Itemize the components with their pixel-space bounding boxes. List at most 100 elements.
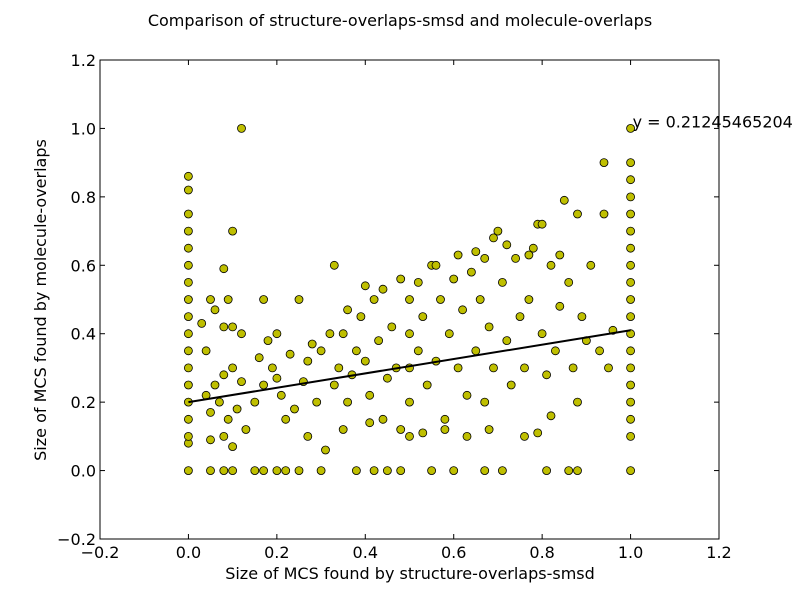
data-point (206, 435, 215, 445)
data-point (183, 329, 193, 339)
data-point (290, 404, 299, 414)
data-point (183, 171, 193, 181)
data-point (480, 397, 490, 407)
points-layer (183, 123, 635, 476)
x-tick-label: 1.2 (706, 543, 731, 562)
data-point (183, 243, 193, 253)
data-point (626, 123, 635, 133)
x-axis-label: Size of MCS found by structure-overlaps-… (225, 564, 595, 583)
data-point (206, 466, 215, 476)
data-point (183, 295, 193, 304)
data-point (626, 380, 635, 390)
data-point (285, 349, 295, 359)
data-point (444, 329, 454, 339)
data-point (206, 407, 215, 417)
y-tick-label: 1.0 (71, 119, 96, 138)
data-point (259, 380, 269, 390)
data-point (489, 363, 498, 373)
data-point (219, 264, 229, 274)
data-point (396, 274, 406, 284)
data-point (542, 466, 551, 476)
data-point (480, 466, 490, 476)
data-point (626, 277, 635, 287)
data-point (365, 390, 375, 400)
y-tick-label: 0.8 (71, 188, 96, 207)
data-point (343, 305, 353, 315)
data-point (440, 414, 450, 424)
data-point (418, 428, 428, 438)
data-point (626, 466, 635, 476)
data-point (183, 380, 193, 390)
data-point (568, 363, 578, 373)
data-point (321, 445, 330, 455)
data-point (223, 414, 233, 424)
data-point (378, 414, 388, 424)
data-point (573, 209, 582, 219)
data-point (533, 428, 543, 438)
data-point (626, 431, 635, 441)
data-point (183, 312, 193, 322)
data-point (228, 466, 238, 476)
data-point (462, 431, 472, 441)
data-point (493, 226, 503, 236)
data-point (551, 346, 560, 356)
data-point (626, 363, 635, 373)
data-point (183, 346, 193, 356)
data-point (210, 305, 220, 315)
data-point (537, 329, 547, 339)
y-tick-label: 0.4 (71, 325, 96, 344)
data-point (520, 363, 529, 373)
data-point (555, 250, 565, 260)
data-point (520, 431, 529, 441)
data-point (626, 346, 635, 356)
data-point (422, 380, 432, 390)
data-point (334, 363, 344, 373)
data-point (272, 466, 282, 476)
data-point (183, 466, 193, 476)
data-point (325, 329, 335, 339)
data-point (436, 295, 445, 304)
data-point (564, 466, 574, 476)
data-point (303, 431, 313, 441)
data-point (228, 322, 238, 332)
x-tick-label: 0.6 (441, 543, 466, 562)
data-point (382, 373, 392, 383)
data-point (197, 318, 207, 328)
data-point (369, 466, 379, 476)
data-point (462, 390, 472, 400)
data-point (219, 466, 229, 476)
data-point (405, 329, 414, 339)
data-point (343, 397, 353, 407)
plot-frame (99, 59, 720, 540)
data-point (502, 336, 512, 346)
y-tick-label: 0.2 (71, 393, 96, 412)
data-point (405, 397, 414, 407)
data-point (555, 301, 565, 311)
data-point (626, 243, 635, 253)
data-point (515, 312, 525, 322)
data-point (413, 277, 423, 287)
data-point (272, 373, 282, 383)
data-point (237, 123, 246, 133)
data-point (276, 390, 286, 400)
x-tick-label: 0.0 (176, 543, 201, 562)
data-point (471, 346, 481, 356)
x-tick-label: 1.0 (618, 543, 643, 562)
data-point (329, 260, 339, 270)
data-point (374, 336, 384, 346)
data-point (228, 363, 238, 373)
data-point (475, 295, 485, 304)
y-axis: −0.2 0.0 0.2 0.4 0.6 0.8 1.0 1.2 (57, 51, 719, 549)
data-point (626, 397, 635, 407)
data-point (267, 363, 277, 373)
data-point (524, 295, 534, 304)
fit-equation-label: y = 0.21245465204 (633, 112, 793, 131)
data-point (626, 192, 635, 202)
data-point (228, 226, 238, 236)
fit-line (188, 329, 631, 404)
data-point (599, 158, 609, 168)
data-point (232, 404, 242, 414)
data-point (338, 329, 348, 339)
data-point (183, 209, 193, 219)
